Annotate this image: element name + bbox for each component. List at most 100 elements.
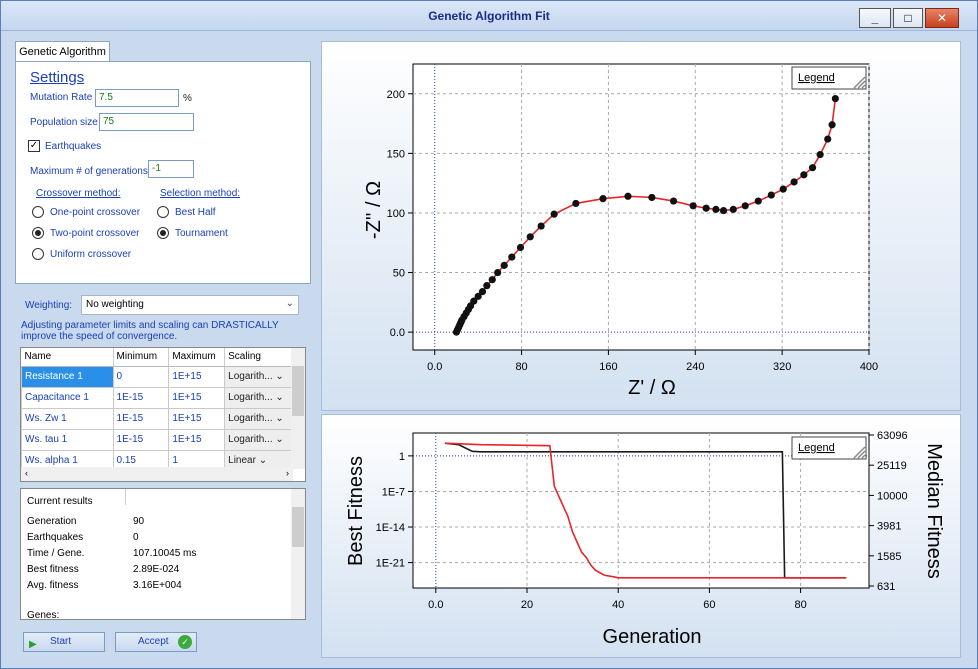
x-tick-label: 40 — [612, 599, 624, 611]
table-row[interactable]: Ws. Zw 1 1E-15 1E+15 Logarith... ⌄ — [21, 407, 293, 430]
data-point — [483, 282, 491, 290]
data-point — [689, 202, 697, 210]
data-point — [729, 205, 737, 213]
accept-button[interactable]: Accept ✓ — [115, 632, 197, 652]
close-button[interactable]: ✕ — [925, 8, 959, 28]
y-axis-label: Best Fitness — [345, 456, 367, 566]
data-point — [767, 191, 775, 199]
nyquist-plot[interactable]: 0.0 80 160 240 320 400 0.0 50 100 150 200 Legend Z… — [322, 42, 962, 412]
settings-panel: Settings Mutation Rate 7.5 % Population … — [15, 61, 311, 284]
data-point — [478, 288, 487, 296]
param-max-cell[interactable]: 1E+15 — [168, 386, 226, 409]
max-generations-input[interactable]: -1 — [148, 160, 194, 178]
legend-box[interactable]: Legend — [791, 436, 867, 460]
param-name-cell[interactable]: Ws. tau 1 — [21, 428, 114, 451]
param-min-cell[interactable]: 0 — [112, 365, 170, 388]
data-point — [669, 197, 678, 205]
y-tick-label: 150 — [387, 148, 405, 160]
mutation-rate-label: Mutation Rate — [30, 92, 93, 103]
param-scaling-cell[interactable]: Logarith... ⌄ — [224, 386, 293, 409]
mutation-rate-input[interactable]: 7.5 — [95, 89, 179, 107]
weighting-select[interactable]: No weighting ⌄ — [81, 295, 299, 315]
param-scaling-cell[interactable]: Logarith... ⌄ — [224, 365, 293, 388]
accept-label: Accept — [138, 636, 169, 647]
data-point — [779, 185, 787, 193]
y2-tick-label: 63096 — [877, 430, 908, 442]
x-tick-label: 0.0 — [427, 361, 442, 373]
param-name-cell[interactable]: Resistance 1 — [21, 365, 114, 388]
resize-grip-icon — [853, 76, 866, 89]
tab-genetic-algorithm[interactable]: Genetic Algorithm — [15, 41, 110, 62]
fitness-series — [444, 442, 847, 579]
data-point — [648, 193, 656, 202]
column-header-minimum[interactable]: Minimum — [113, 348, 170, 367]
result-earthquakes-label: Earthquakes — [27, 532, 84, 543]
scroll-left-icon[interactable]: ‹ — [25, 468, 28, 478]
start-button[interactable]: ▶ Start — [23, 632, 105, 652]
results-scroll-thumb[interactable] — [292, 507, 304, 547]
table-row[interactable]: Resistance 1 0 1E+15 Logarith... ⌄ — [21, 365, 293, 388]
param-min-cell[interactable]: 1E-15 — [112, 428, 170, 451]
y-tick-label: 1E-7 — [382, 486, 405, 498]
grid-horizontal-scrollbar[interactable]: ‹ › — [21, 467, 293, 481]
weighting-value: No weighting — [86, 299, 144, 310]
radio-uniform-crossover[interactable] — [32, 248, 44, 260]
minimize-button[interactable]: _ — [859, 8, 891, 28]
column-header-maximum[interactable]: Maximum — [168, 348, 226, 367]
param-min-cell[interactable]: 1E-15 — [112, 407, 170, 430]
scroll-right-icon[interactable]: › — [286, 468, 289, 478]
earthquakes-label: Earthquakes — [45, 141, 102, 152]
earthquakes-checkbox[interactable]: ✓ — [28, 140, 40, 152]
x-tick-label: 20 — [521, 599, 533, 611]
fitness-plot[interactable]: 0.0 20 40 60 80 1 1E-7 1E-14 1E-21 63096 25119 1000… — [322, 415, 962, 659]
param-max-cell[interactable]: 1E+15 — [168, 428, 226, 451]
selection-method-header: Selection method: — [160, 188, 241, 199]
resize-grip-icon — [853, 446, 866, 459]
x-axis-label: Generation — [603, 626, 702, 648]
x-tick-label: 160 — [599, 361, 617, 373]
y-tick-label: 1 — [399, 451, 405, 463]
parameter-grid[interactable]: Name Minimum Maximum Scaling Resistance … — [20, 347, 306, 482]
grid-scroll-thumb[interactable] — [292, 366, 304, 416]
current-results-panel: Current results Generation 90 Earthquake… — [20, 488, 306, 620]
param-scaling-value: Linear — [228, 455, 256, 466]
grid-vertical-scrollbar[interactable] — [291, 348, 305, 469]
best-half-label: Best Half — [175, 207, 216, 218]
param-min-cell[interactable]: 1E-15 — [112, 386, 170, 409]
population-size-input[interactable]: 75 — [99, 113, 194, 131]
column-header-scaling[interactable]: Scaling — [224, 348, 293, 367]
y2-tick-label: 631 — [877, 581, 895, 593]
param-name-cell[interactable]: Capacitance 1 — [21, 386, 114, 409]
data-point — [624, 192, 632, 200]
table-row[interactable]: Capacitance 1 1E-15 1E+15 Logarith... ⌄ — [21, 386, 293, 409]
radio-two-point-crossover[interactable] — [32, 227, 44, 239]
nyquist-plot-panel: 0.0 80 160 240 320 400 0.0 50 100 150 200 Legend Z… — [321, 41, 961, 411]
results-vertical-scrollbar[interactable] — [291, 489, 305, 619]
mutation-rate-unit: % — [183, 93, 192, 104]
radio-best-half[interactable] — [157, 206, 169, 218]
param-scaling-cell[interactable]: Logarith... ⌄ — [224, 428, 293, 451]
table-row[interactable]: Ws. tau 1 1E-15 1E+15 Logarith... ⌄ — [21, 428, 293, 451]
radio-tournament[interactable] — [157, 227, 169, 239]
param-name-cell[interactable]: Ws. Zw 1 — [21, 407, 114, 430]
title-bar[interactable]: Genetic Algorithm Fit _ □ ✕ — [1, 1, 977, 31]
legend-label: Legend — [798, 72, 835, 84]
x-tick-label: 0.0 — [428, 599, 443, 611]
plot-area — [412, 63, 870, 351]
radio-one-point-crossover[interactable] — [32, 206, 44, 218]
legend-box[interactable]: Legend — [791, 66, 867, 90]
param-max-cell[interactable]: 1E+15 — [168, 365, 226, 388]
results-header: Current results — [27, 496, 93, 507]
y2-tick-label: 3981 — [877, 521, 901, 533]
result-genes-label: Genes: — [27, 610, 60, 620]
window-title: Genetic Algorithm Fit — [428, 9, 550, 23]
settings-header: Settings — [30, 69, 85, 86]
result-best-fitness-value: 2.89E-024 — [133, 564, 180, 575]
y-tick-label: 100 — [387, 208, 405, 220]
maximize-button[interactable]: □ — [893, 8, 923, 28]
param-scaling-cell[interactable]: Logarith... ⌄ — [224, 407, 293, 430]
y-tick-label: 1E-14 — [376, 522, 405, 534]
column-header-name[interactable]: Name — [21, 348, 114, 367]
param-max-cell[interactable]: 1E+15 — [168, 407, 226, 430]
crossover-method-header: Crossover method: — [36, 188, 121, 199]
